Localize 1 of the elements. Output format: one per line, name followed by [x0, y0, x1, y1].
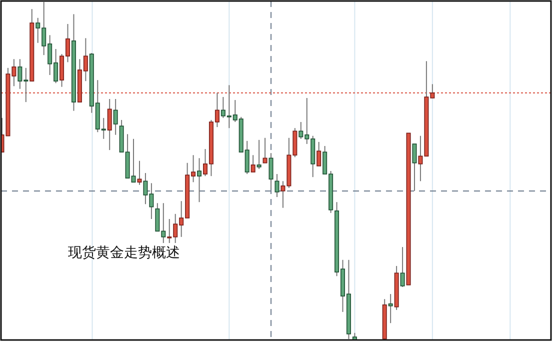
annotation: 现货黄金走势概述 — [68, 245, 180, 262]
